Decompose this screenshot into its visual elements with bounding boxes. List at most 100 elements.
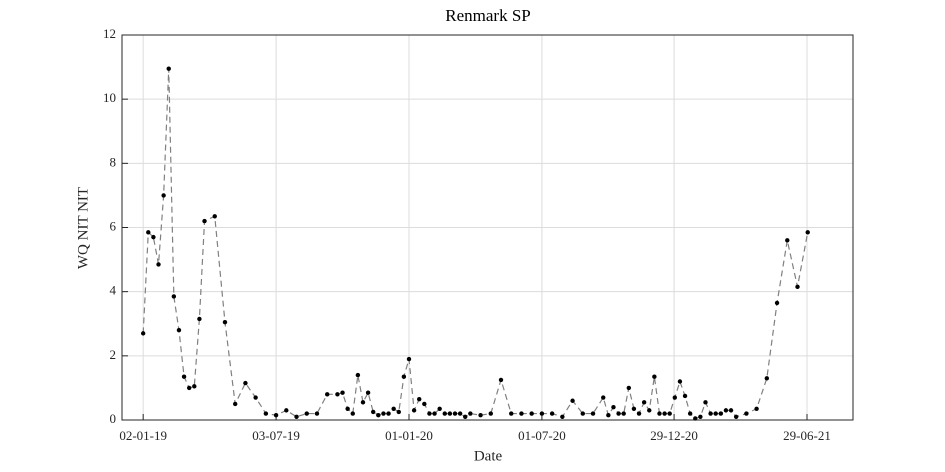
data-point bbox=[427, 411, 432, 416]
data-point bbox=[687, 411, 693, 416]
data-point bbox=[243, 380, 248, 386]
data-point bbox=[488, 411, 493, 416]
y-tick-label: 2 bbox=[110, 347, 117, 362]
data-point bbox=[723, 408, 729, 413]
data-point bbox=[355, 372, 361, 378]
data-point bbox=[161, 193, 166, 198]
data-point bbox=[570, 398, 575, 403]
data-point bbox=[672, 395, 678, 400]
data-point bbox=[371, 409, 376, 415]
data-point bbox=[754, 406, 759, 411]
x-tick-label: 01-07-20 bbox=[518, 428, 566, 443]
data-point bbox=[345, 406, 350, 411]
data-point bbox=[432, 411, 437, 416]
data-point bbox=[350, 411, 355, 416]
data-point bbox=[192, 384, 197, 389]
data-point bbox=[417, 396, 422, 402]
data-point bbox=[181, 374, 187, 379]
data-point bbox=[606, 412, 611, 418]
data-point bbox=[151, 234, 156, 240]
data-point bbox=[498, 377, 504, 383]
data-point bbox=[396, 409, 401, 415]
data-point bbox=[186, 385, 192, 391]
x-tick-label: 02-01-19 bbox=[119, 428, 167, 443]
data-point bbox=[693, 416, 698, 421]
data-point bbox=[452, 411, 458, 416]
x-tick-label: 29-12-20 bbox=[650, 428, 698, 443]
y-tick-label: 0 bbox=[110, 411, 117, 426]
data-point bbox=[156, 262, 161, 267]
data-point bbox=[549, 411, 555, 416]
data-point bbox=[340, 390, 345, 395]
data-point bbox=[360, 400, 366, 405]
data-point bbox=[677, 379, 683, 384]
data-point bbox=[468, 411, 473, 416]
data-point bbox=[381, 411, 386, 416]
data-point bbox=[652, 374, 657, 379]
data-point bbox=[376, 412, 381, 418]
data-point bbox=[325, 392, 330, 397]
data-point bbox=[529, 411, 534, 416]
data-point bbox=[273, 412, 279, 418]
y-tick-label: 4 bbox=[110, 283, 117, 298]
data-point bbox=[140, 331, 146, 336]
data-point bbox=[411, 408, 417, 413]
x-tick-label: 01-01-20 bbox=[385, 428, 433, 443]
data-point bbox=[222, 319, 228, 325]
x-axis-label: Date bbox=[474, 448, 503, 464]
data-point bbox=[401, 374, 407, 379]
data-point bbox=[616, 411, 621, 416]
data-point bbox=[422, 401, 427, 407]
data-point bbox=[478, 412, 483, 418]
x-tick-label: 29-06-21 bbox=[783, 428, 831, 443]
data-point bbox=[406, 356, 412, 362]
data-point bbox=[463, 414, 468, 419]
data-point bbox=[146, 230, 151, 235]
data-point bbox=[682, 393, 688, 399]
data-point bbox=[636, 411, 642, 416]
data-point bbox=[631, 406, 637, 411]
data-point bbox=[662, 411, 667, 416]
data-point bbox=[657, 411, 662, 416]
data-point bbox=[447, 411, 453, 416]
data-point bbox=[365, 390, 371, 395]
data-point bbox=[202, 218, 207, 224]
data-point bbox=[774, 300, 780, 306]
data-line bbox=[142, 68, 809, 420]
data-point bbox=[708, 411, 713, 416]
data-point bbox=[647, 408, 652, 413]
data-point bbox=[590, 411, 596, 416]
data-point bbox=[728, 408, 734, 413]
data-point bbox=[176, 327, 182, 333]
data-point bbox=[442, 411, 447, 416]
data-point bbox=[509, 411, 514, 416]
data-point bbox=[386, 411, 391, 416]
data-point bbox=[641, 400, 647, 405]
y-axis-label: WQ NIT NIT bbox=[75, 187, 91, 269]
data-point bbox=[335, 392, 340, 397]
y-tick-label: 12 bbox=[103, 26, 116, 41]
data-point bbox=[795, 284, 800, 290]
data-point bbox=[212, 214, 217, 219]
data-point bbox=[294, 414, 299, 419]
data-point bbox=[314, 411, 320, 416]
data-point bbox=[391, 406, 396, 411]
plot-frame bbox=[121, 34, 854, 421]
data-point bbox=[437, 406, 442, 411]
data-point bbox=[621, 411, 626, 416]
data-point bbox=[263, 411, 269, 416]
data-point bbox=[667, 411, 672, 416]
data-point bbox=[560, 414, 565, 419]
data-point bbox=[744, 411, 749, 416]
data-point bbox=[718, 411, 724, 416]
data-point bbox=[284, 408, 289, 413]
data-point bbox=[703, 400, 708, 405]
data-point bbox=[253, 395, 258, 400]
chart-title: Renmark SP bbox=[445, 6, 530, 25]
data-point bbox=[166, 66, 171, 71]
data-point bbox=[519, 411, 524, 416]
y-tick-label: 10 bbox=[103, 90, 116, 105]
data-point bbox=[601, 395, 606, 400]
data-point bbox=[457, 411, 463, 416]
